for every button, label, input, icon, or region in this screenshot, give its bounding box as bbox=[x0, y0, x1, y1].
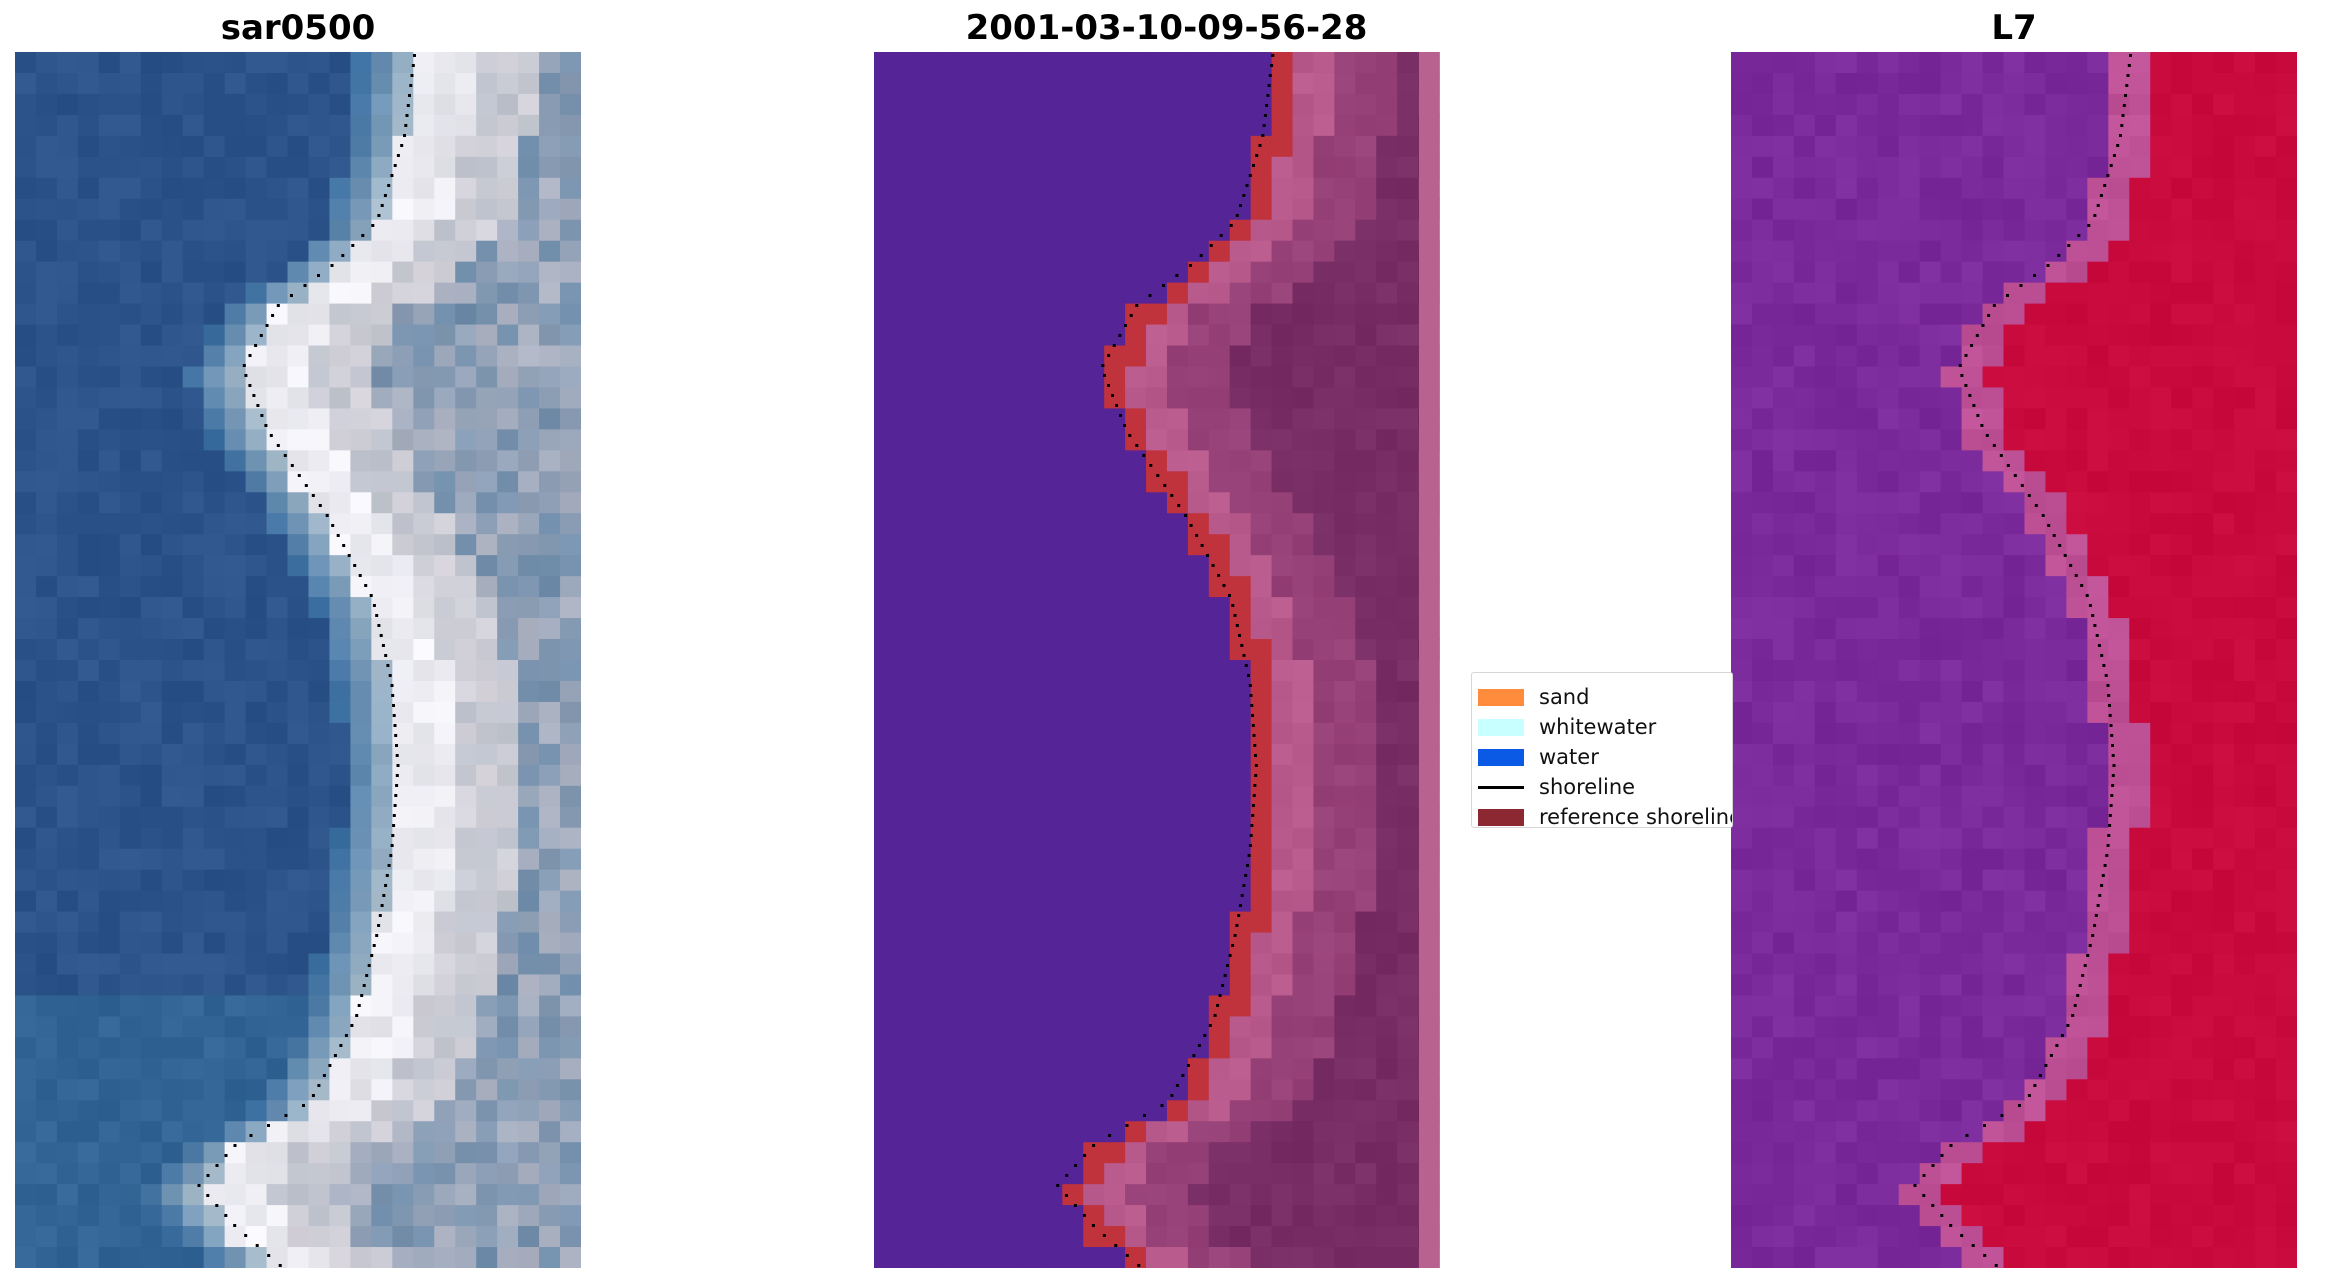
index-image bbox=[1731, 52, 2297, 1268]
panel-title-middle: 2001-03-10-09-56-28 bbox=[965, 8, 1368, 48]
panel-title-left: sar0500 bbox=[220, 8, 376, 48]
legend-label-whitewater: whitewater bbox=[1539, 715, 1657, 739]
legend-swatch-water bbox=[1478, 748, 1524, 766]
panel-title-right: L7 bbox=[1991, 8, 2037, 48]
classified-image bbox=[874, 52, 1440, 1268]
legend-item-reference-shoreline: reference shoreline bbox=[1478, 805, 1733, 828]
legend-swatch-sand bbox=[1478, 688, 1524, 706]
legend-item-water: water bbox=[1478, 745, 1599, 769]
legend-label-sand: sand bbox=[1539, 685, 1590, 709]
legend-item-sand: sand bbox=[1478, 685, 1590, 709]
legend: sand whitewater water shoreline referenc… bbox=[1471, 672, 1733, 828]
legend-label-reference-shoreline: reference shoreline bbox=[1539, 805, 1733, 828]
legend-label-shoreline: shoreline bbox=[1539, 775, 1636, 799]
legend-swatch-reference-shoreline bbox=[1478, 808, 1524, 826]
legend-swatch-whitewater bbox=[1478, 718, 1524, 736]
rgb-satellite-image bbox=[15, 52, 581, 1268]
legend-label-water: water bbox=[1539, 745, 1599, 769]
legend-item-shoreline: shoreline bbox=[1478, 775, 1636, 799]
legend-swatch-shoreline bbox=[1478, 785, 1524, 789]
legend-item-whitewater: whitewater bbox=[1478, 715, 1657, 739]
